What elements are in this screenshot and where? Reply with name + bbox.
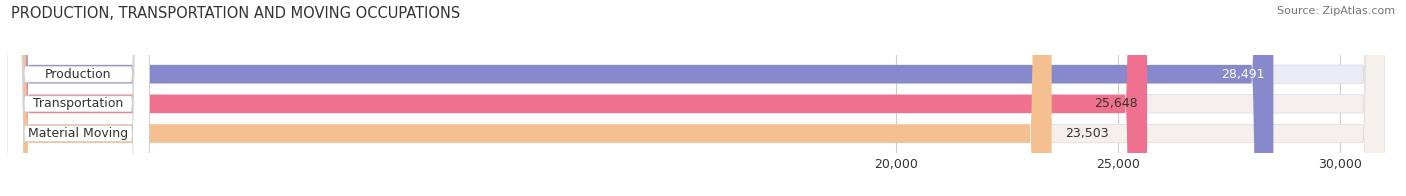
Text: 25,648: 25,648: [1094, 97, 1137, 110]
FancyBboxPatch shape: [7, 0, 149, 196]
FancyBboxPatch shape: [7, 0, 1147, 196]
Text: Material Moving: Material Moving: [28, 127, 128, 140]
FancyBboxPatch shape: [7, 0, 149, 196]
Text: Production: Production: [45, 68, 111, 81]
FancyBboxPatch shape: [7, 0, 1385, 196]
Text: 28,491: 28,491: [1220, 68, 1264, 81]
FancyBboxPatch shape: [7, 0, 1385, 196]
Text: Transportation: Transportation: [32, 97, 124, 110]
FancyBboxPatch shape: [7, 0, 1385, 196]
FancyBboxPatch shape: [7, 0, 149, 196]
Text: 23,503: 23,503: [1064, 127, 1109, 140]
Text: PRODUCTION, TRANSPORTATION AND MOVING OCCUPATIONS: PRODUCTION, TRANSPORTATION AND MOVING OC…: [11, 6, 461, 21]
FancyBboxPatch shape: [7, 0, 1274, 196]
Text: Source: ZipAtlas.com: Source: ZipAtlas.com: [1277, 6, 1395, 16]
FancyBboxPatch shape: [7, 0, 1052, 196]
